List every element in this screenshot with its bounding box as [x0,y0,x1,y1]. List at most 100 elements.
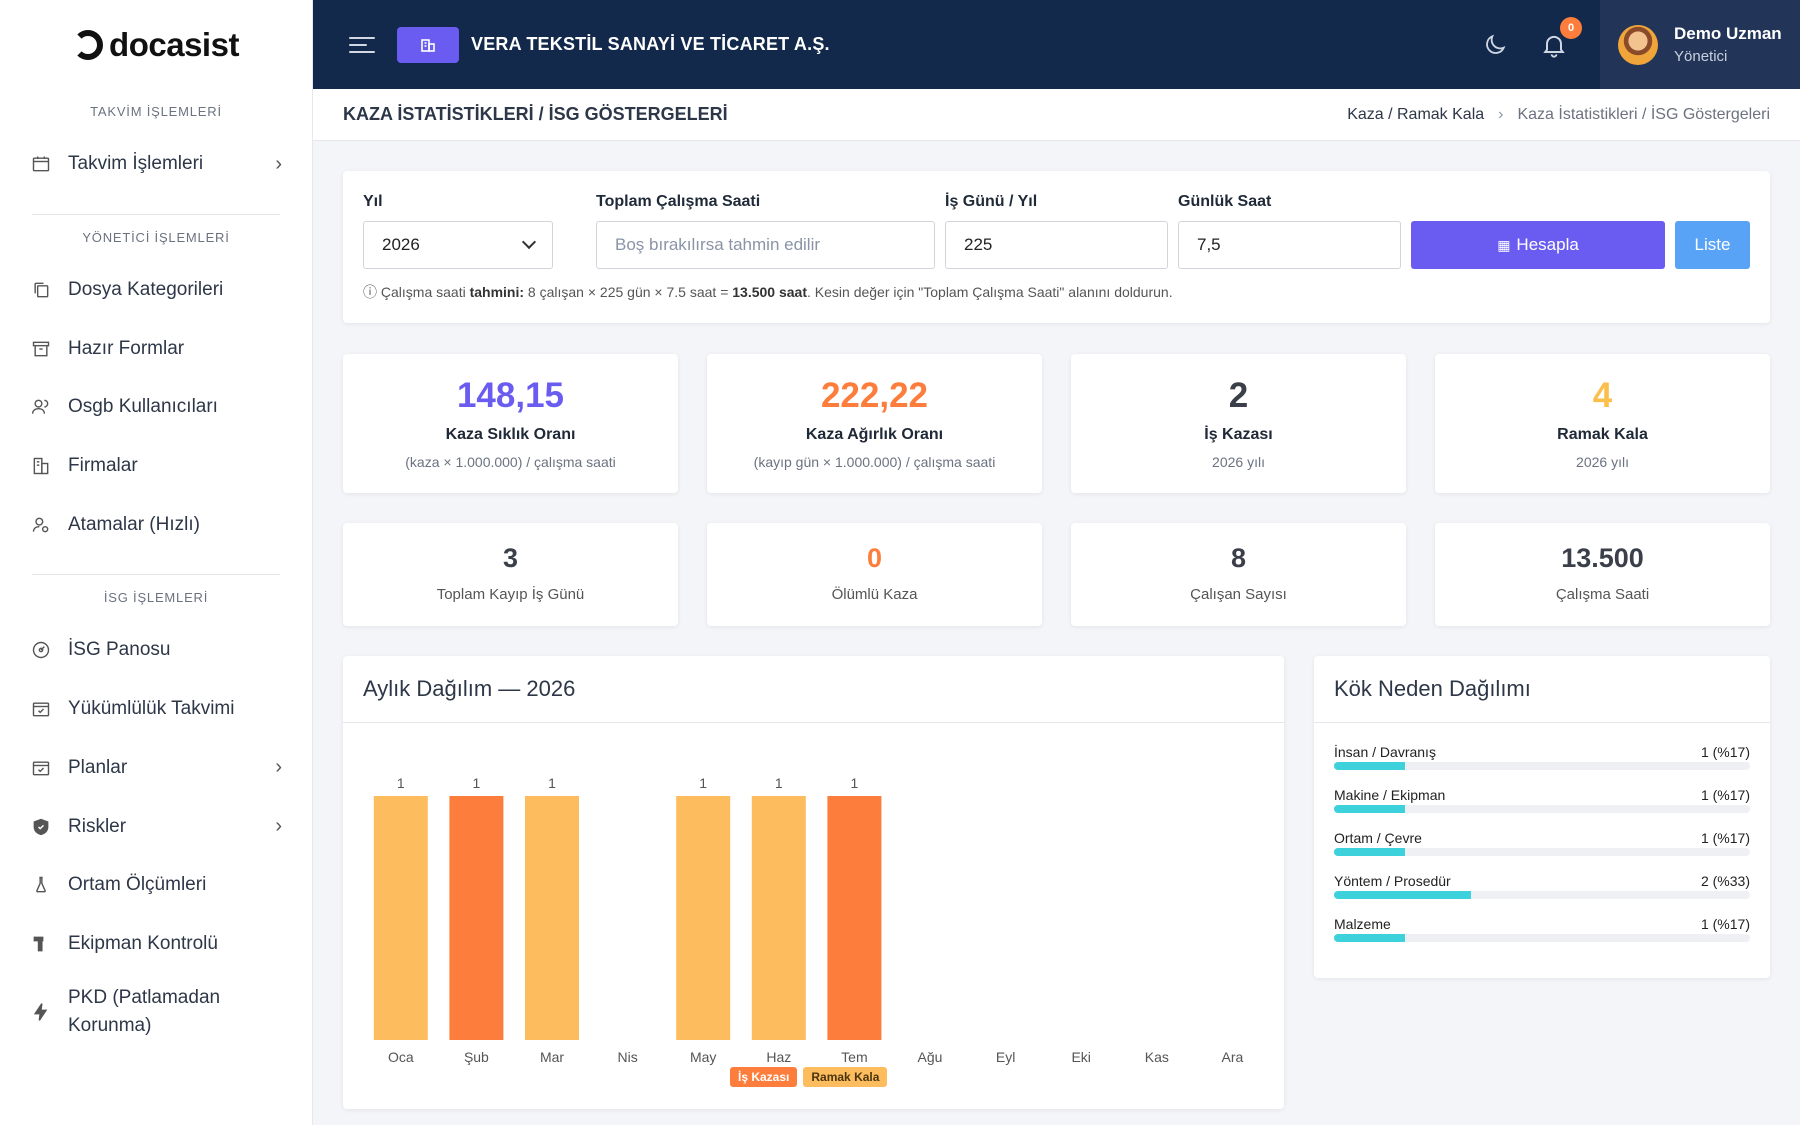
sidebar-item-pkd-patlamadan-korunma[interactable]: PKD (Patlamadan Korunma) [0,973,312,1051]
x-tick-label: Eyl [996,1049,1015,1065]
menu-toggle-icon[interactable] [349,36,375,53]
total-hours-input[interactable]: Boş bırakılırsa tahmin edilir [596,221,935,269]
avatar [1618,24,1658,65]
root-cause-label: Malzeme [1334,916,1391,932]
calculator-icon: ▦ [1497,236,1511,253]
stat-title: Kaza Ağırlık Oranı [805,426,944,443]
bar-i̇ş-kazası[interactable] [827,796,882,1040]
bolt-icon [30,1001,52,1023]
stat-card: 148,15 Kaza Sıklık Oranı (kaza × 1.000.000… [343,354,678,493]
stat-title: İş Kazası [1204,426,1273,443]
sidebar-item-i-sg-panosu[interactable]: İSG Panosu [0,621,312,680]
root-cause-row: Yöntem / Prosedür 2 (%33) [1334,873,1750,899]
root-cause-progress [1334,848,1750,856]
sidebar-item-ortam-o-lc-u-mleri[interactable]: Ortam Ölçümleri [0,856,312,915]
monthly-chart-panel: Aylık Dağılım — 2026 1 Oca 1 Şub 1 Mar Nis 1 May… [343,656,1284,1109]
root-cause-progress [1334,934,1750,942]
sidebar-item-planlar[interactable]: Planlar › [0,739,312,798]
bar-ramak-kala[interactable] [676,796,731,1040]
legend-item[interactable]: İş Kazası [730,1067,798,1087]
sidebar-item-ekipman-kontrolu[interactable]: Ekipman Kontrolü [0,915,312,974]
sidebar: docasist TAKVİM İŞLEMLERİ Takvim İşlemler… [0,0,313,1125]
root-cause-value: 1 (%17) [1700,744,1750,760]
x-tick-label: Ağu [918,1049,943,1065]
year-select[interactable]: 2026 [363,221,553,269]
stat-value: 222,22 [820,376,929,415]
root-cause-label: İnsan / Davranış [1334,744,1436,760]
sidebar-item-label: Atamalar (Hızlı) [68,513,200,535]
total-hours-label: Toplam Çalışma Saati [596,193,761,210]
sidebar-item-takvim-i-s-lemleri[interactable]: Takvim İşlemleri › [0,135,312,194]
x-tick-label: Oca [388,1049,414,1065]
hint-prefix: ⓘ Çalışma saati [363,284,470,300]
user-menu[interactable]: Demo Uzman Yönetici [1600,0,1800,89]
sidebar-item-label: PKD (Patlamadan Korunma) [68,987,221,1037]
root-cause-panel: Kök Neden Dağılımı İnsan / Davranış 1 (%1… [1314,656,1770,978]
root-cause-row: Ortam / Çevre 1 (%17) [1334,830,1750,856]
sidebar-item-label: Planlar [68,756,128,778]
stat-title: Kaza Sıklık Oranı [445,426,576,443]
calculate-button[interactable]: ▦ Hesapla [1411,221,1665,269]
x-tick-label: Eki [1071,1049,1090,1065]
root-cause-progress [1334,891,1750,899]
bar-data-label: 1 [548,775,556,791]
sidebar-item-dosya-kategorileri[interactable]: Dosya Kategorileri [0,261,312,320]
page-title: KAZA İSTATİSTİKLERİ / İSG GÖSTERGELERİ [343,104,728,124]
sidebar-item-riskler[interactable]: Riskler › [0,797,312,856]
x-tick-label: Haz [766,1049,791,1065]
bar-ramak-kala[interactable] [525,796,579,1040]
sidebar-item-atamalar-h-zl[interactable]: Atamalar (Hızlı) [0,495,312,554]
logo-mark-icon [73,29,104,60]
user-role: Yönetici [1674,48,1728,65]
stat-card: 4 Ramak Kala 2026 yılı [1435,354,1770,493]
calendar-icon [30,153,52,175]
sidebar-item-yu-ku-mlu-lu-k-takvimi[interactable]: Yükümlülük Takvimi [0,680,312,739]
breadcrumb-link[interactable]: Kaza / Ramak Kala [1347,105,1485,123]
root-cause-value: 2 (%33) [1700,873,1750,889]
chevron-right-icon: › [275,815,282,838]
logo[interactable]: docasist [0,0,312,89]
bar-data-label: 1 [699,775,707,791]
company-building-icon[interactable] [397,26,459,63]
list-button[interactable]: Liste [1675,221,1750,269]
root-cause-label: Ortam / Çevre [1334,830,1422,846]
breadcrumb-current: Kaza İstatistikleri / İSG Göstergeleri [1517,105,1770,123]
sidebar-item-label: Hazır Formlar [68,337,185,359]
notifications-button[interactable]: 0 [1540,16,1582,59]
sidebar-item-label: Ortam Ölçümleri [68,874,207,896]
calendar-check-icon [30,698,52,720]
x-tick-label: Ara [1222,1049,1244,1065]
chevron-right-icon: › [275,756,282,779]
hint-suffix: . Kesin değer için "Toplam Çalışma Saati… [807,284,1173,300]
notification-count-badge: 0 [1560,16,1582,39]
dark-mode-icon[interactable] [1482,32,1508,58]
stat-card: 2 İş Kazası 2026 yılı [1071,354,1406,493]
root-cause-title: Kök Neden Dağılımı [1314,656,1770,723]
sidebar-item-haz-r-formlar[interactable]: Hazır Formlar [0,319,312,378]
x-tick-label: Şub [464,1049,489,1065]
sidebar-section-title: YÖNETİCİ İŞLEMLERİ [82,229,230,245]
legend-item[interactable]: Ramak Kala [803,1067,888,1087]
sidebar-item-firmalar[interactable]: Firmalar [0,437,312,496]
flask-icon [30,874,52,896]
root-cause-value: 1 (%17) [1700,916,1750,932]
sidebar-section-title: İSG İŞLEMLERİ [103,590,209,606]
chart-legend: İş Kazası Ramak Kala [730,1067,888,1087]
user-name: Demo Uzman [1674,24,1782,43]
stat-card: 3 Toplam Kayıp İş Günü [343,523,678,626]
daily-hours-label: Günlük Saat [1178,193,1272,210]
sidebar-item-osgb-kullan-c-lar[interactable]: Osgb Kullanıcıları [0,378,312,437]
company-name[interactable]: VERA TEKSTİL SANAYİ VE TİCARET A.Ş. [471,34,830,54]
stat-subtitle: Çalışan Sayısı [1190,586,1287,603]
sidebar-item-label: Dosya Kategorileri [68,279,224,301]
root-cause-label: Makine / Ekipman [1334,787,1446,803]
stat-value: 148,15 [456,376,565,415]
bar-i̇ş-kazası[interactable] [449,796,504,1040]
bar-ramak-kala[interactable] [751,796,806,1040]
root-cause-progress-fill [1334,805,1405,813]
x-tick-label: Tem [841,1049,867,1065]
workdays-input[interactable]: 225 [945,221,1168,269]
root-cause-value: 1 (%17) [1700,787,1750,803]
daily-hours-input[interactable]: 7,5 [1178,221,1401,269]
bar-ramak-kala[interactable] [373,796,428,1040]
